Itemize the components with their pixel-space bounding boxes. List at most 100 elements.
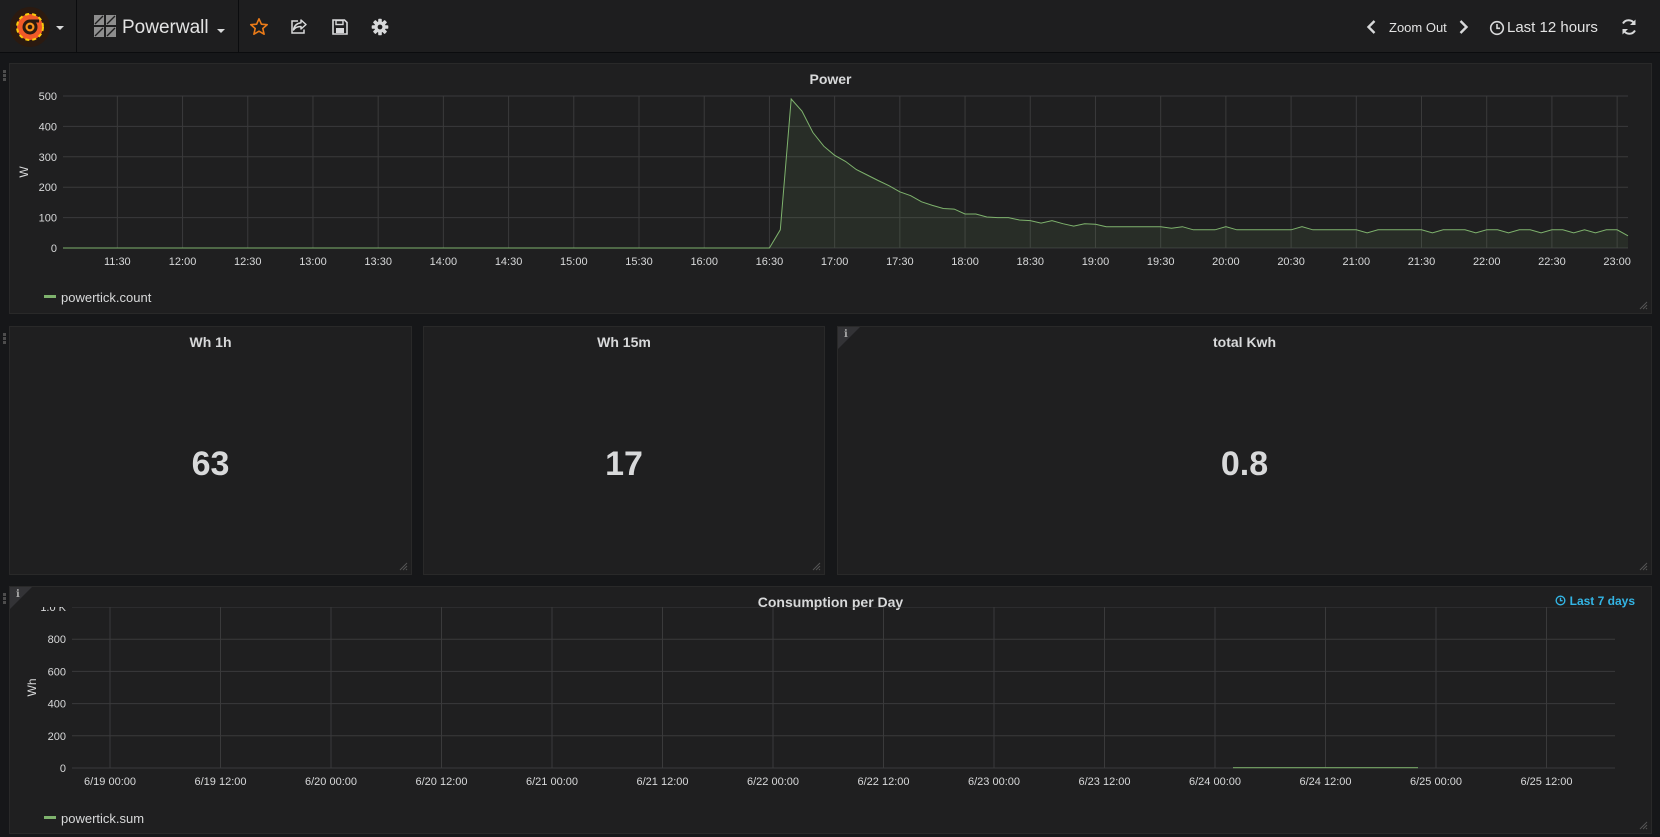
single-stat-value: 63 [191, 445, 230, 483]
time-override-label: Last 7 days [1569, 594, 1635, 608]
x-tick-label: 6/19 00:00 [84, 776, 136, 788]
x-tick-label: 6/25 12:00 [1521, 776, 1573, 788]
row-drag-handle[interactable] [3, 333, 8, 347]
star-icon [250, 18, 268, 35]
resize-handle-icon[interactable] [811, 561, 821, 571]
y-tick-label: 100 [39, 213, 57, 225]
x-tick-label: 20:00 [1212, 256, 1240, 268]
x-tick-label: 17:30 [886, 256, 914, 268]
legend-label: powertick.sum [61, 811, 145, 826]
legend-item[interactable]: powertick.sum [44, 811, 144, 826]
x-tick-label: 16:00 [690, 256, 718, 268]
x-tick-label: 6/22 00:00 [747, 776, 799, 788]
single-stat-value: 17 [605, 445, 643, 483]
x-tick-label: 6/21 12:00 [637, 776, 689, 788]
x-tick-label: 6/23 12:00 [1079, 776, 1131, 788]
chevron-down-icon [56, 26, 64, 30]
x-tick-label: 6/19 12:00 [195, 776, 247, 788]
save-icon [332, 19, 348, 35]
x-tick-label: 6/23 00:00 [968, 776, 1020, 788]
chevron-down-icon [217, 29, 225, 33]
y-tick-label: 200 [39, 182, 57, 194]
time-range-label: Last 12 hours [1507, 19, 1598, 36]
panel-title[interactable]: total Kwh [1213, 334, 1276, 350]
panel-title[interactable]: Wh 1h [189, 334, 232, 350]
dashboard-grid-icon [94, 15, 116, 37]
x-tick-label: 6/21 00:00 [526, 776, 578, 788]
legend-item[interactable]: powertick.count [44, 290, 151, 305]
time-shift-forward-button[interactable] [1453, 17, 1473, 37]
chevron-left-icon [1366, 20, 1376, 34]
consumption-panel: i Consumption per Day Last 7 days 0 200 40… [9, 586, 1652, 834]
wh-15m-panel: Wh 15m 17 [423, 326, 825, 575]
x-tick-label: 11:30 [104, 256, 131, 268]
legend-label: powertick.count [61, 290, 152, 305]
x-tick-label: 6/25 00:00 [1410, 776, 1462, 788]
refresh-button[interactable] [1619, 17, 1639, 37]
y-tick-label: 300 [39, 152, 57, 164]
bar-6-23 [1233, 767, 1418, 769]
time-override-info[interactable]: Last 7 days [1555, 594, 1635, 608]
y-tick-label: 800 [48, 634, 66, 646]
favorite-button[interactable] [249, 17, 269, 37]
x-tick-label: 18:00 [951, 256, 979, 268]
x-tick-label: 6/22 12:00 [858, 776, 910, 788]
x-tick-label: 13:00 [299, 256, 327, 268]
resize-handle-icon[interactable] [1638, 561, 1648, 571]
settings-button[interactable] [370, 17, 390, 37]
consumption-chart[interactable]: 0 200 400 600 800 1.0 K 6/19 00:00 6/19 12:00 6/… [10, 607, 1651, 829]
clock-icon [1555, 595, 1566, 606]
x-tick-label: 13:30 [364, 256, 392, 268]
x-tick-label: 18:30 [1016, 256, 1044, 268]
series-area-fill [63, 99, 1628, 248]
total-kwh-panel: i total Kwh 0.8 [837, 326, 1652, 575]
navbar-divider [76, 0, 77, 53]
panel-title[interactable]: Power [809, 71, 852, 87]
wh-1h-panel: Wh 1h 63 [9, 326, 412, 575]
grafana-menu-button[interactable] [8, 7, 66, 47]
zoom-out-button[interactable]: Zoom Out [1389, 20, 1447, 35]
x-tick-label: 23:00 [1603, 256, 1631, 268]
share-button[interactable] [289, 17, 309, 37]
y-axis-label: Wh [25, 679, 39, 697]
y-tick-label: 0 [60, 763, 66, 775]
x-tick-label: 12:00 [169, 256, 197, 268]
x-tick-label: 22:30 [1538, 256, 1566, 268]
dashboard-title: Powerwall [122, 17, 209, 38]
row-drag-handle[interactable] [3, 593, 8, 607]
y-tick-label: 1.0 K [40, 607, 66, 614]
x-tick-label: 17:00 [821, 256, 849, 268]
panel-title[interactable]: Consumption per Day [757, 594, 904, 610]
chevron-right-icon [1459, 20, 1469, 34]
panel-title[interactable]: Wh 15m [597, 334, 651, 350]
resize-handle-icon[interactable] [1638, 300, 1648, 310]
row-drag-handle[interactable] [3, 70, 8, 84]
x-tick-label: 6/24 00:00 [1189, 776, 1241, 788]
time-shift-back-button[interactable] [1362, 17, 1382, 37]
x-tick-label: 20:30 [1277, 256, 1305, 268]
x-tick-label: 19:30 [1147, 256, 1175, 268]
x-tick-label: 15:30 [625, 256, 653, 268]
resize-handle-icon[interactable] [398, 561, 408, 571]
legend-swatch [44, 295, 56, 299]
power-panel: Power 0 100 200 300 400 500 11:30 12:00 12:30 13:… [9, 63, 1652, 314]
series-line [63, 97, 1629, 249]
gear-icon [371, 18, 389, 36]
save-button[interactable] [330, 17, 350, 37]
panel-info-corner[interactable] [838, 327, 860, 349]
x-tick-label: 19:00 [1082, 256, 1110, 268]
y-tick-label: 600 [48, 666, 66, 678]
y-tick-label: 400 [48, 699, 66, 711]
y-tick-label: 500 [39, 91, 57, 103]
grafana-logo-icon [10, 7, 50, 47]
resize-handle-icon[interactable] [1638, 820, 1648, 830]
x-tick-label: 12:30 [234, 256, 262, 268]
power-chart[interactable]: 0 100 200 300 400 500 11:30 12:00 12:30 13:00 13:3… [10, 86, 1651, 306]
y-axis-label: W [17, 166, 31, 178]
refresh-icon [1622, 19, 1636, 35]
x-tick-label: 6/24 12:00 [1300, 776, 1352, 788]
panel-info-corner[interactable] [10, 587, 32, 609]
info-icon: i [16, 589, 20, 600]
x-tick-label: 14:00 [430, 256, 458, 268]
x-tick-label: 16:30 [756, 256, 784, 268]
